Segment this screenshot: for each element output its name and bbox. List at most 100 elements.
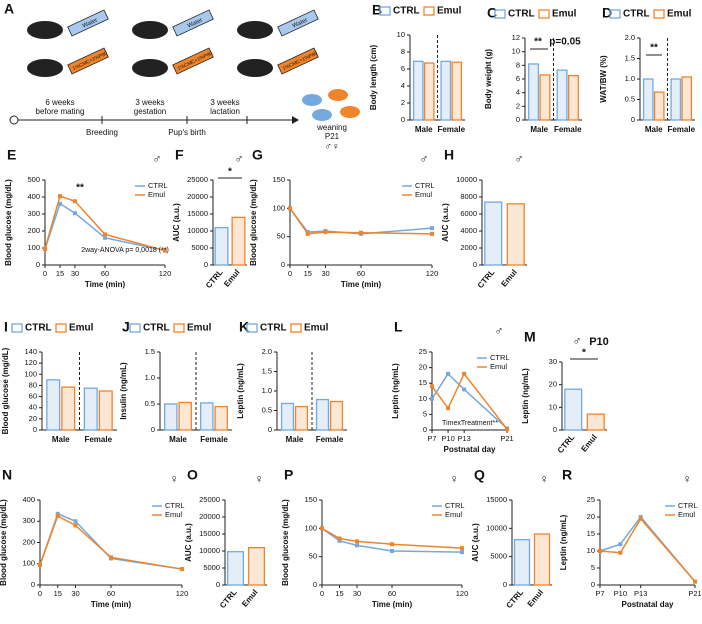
x-tick-label: 60: [357, 269, 365, 278]
y-tick-label: 0: [423, 425, 427, 434]
y-tick-label: 5000: [203, 563, 220, 572]
bar: [528, 63, 540, 121]
y-tick-label: 20000: [199, 512, 220, 521]
bar: [506, 203, 525, 266]
panel-letter: J: [122, 319, 130, 335]
y-tick-label: 400: [27, 192, 40, 201]
x-tick-label: 60: [101, 269, 109, 278]
panel-letter: L: [394, 319, 403, 335]
bar: [451, 61, 463, 121]
bar: [513, 539, 531, 586]
point: [58, 194, 62, 199]
sex-symbol: ♂: [495, 324, 504, 338]
stage: 3 weeks: [135, 98, 164, 107]
point: [73, 523, 78, 528]
y-tick-label: 0.5: [262, 405, 272, 414]
bar: [412, 60, 424, 121]
line: [599, 517, 696, 583]
x-tick-label: P21: [688, 589, 701, 598]
y-axis-label: Blood glucose (mg/dL): [281, 499, 290, 586]
y-tick-label: 10: [587, 546, 595, 555]
panel-letter: N: [2, 467, 12, 483]
y-tick-label: 5: [591, 563, 595, 572]
x-tick-label: 30: [71, 269, 79, 278]
chart-title: P10: [589, 336, 609, 348]
x-tick-label: CTRL: [204, 268, 225, 290]
bar: [178, 401, 192, 431]
legend-swatch: [129, 323, 141, 333]
y-tick-label: 15000: [199, 529, 220, 538]
line: [39, 512, 183, 570]
bar: [556, 69, 568, 121]
y-tick-label: 25: [419, 347, 427, 356]
y-tick-label: 6000: [460, 209, 477, 218]
stage: lactation: [210, 107, 240, 116]
timeline-arrow: [292, 116, 299, 124]
y-tick-label: 1.0: [262, 386, 272, 395]
y-tick-label: 10: [397, 30, 405, 39]
y-tick-label: 10: [419, 394, 427, 403]
y-tick-label: 100: [304, 523, 317, 532]
x-tick-label: CTRL: [505, 588, 526, 610]
x-tick-label: 120: [159, 269, 172, 278]
panel-letter: F: [175, 147, 184, 163]
y-axis-label: Blood glucose (mg/dL): [4, 179, 13, 266]
panel-letter: I: [4, 319, 8, 335]
x-tick-label: 0: [288, 269, 292, 278]
weaning: P21: [325, 132, 340, 141]
x-tick-label: 120: [456, 589, 469, 598]
x-tick-label: Female: [667, 125, 695, 134]
y-tick-label: 2: [516, 101, 520, 110]
panel-letter: C: [487, 5, 497, 21]
bar: [214, 226, 229, 266]
y-tick-label: 0: [473, 260, 477, 269]
y-tick-label: 4: [401, 81, 405, 90]
legend-swatch: [290, 323, 302, 333]
panel-letter: R: [562, 467, 572, 483]
bar: [164, 403, 178, 431]
point: [73, 519, 78, 524]
panel-letter: K: [239, 319, 249, 335]
x-tick-label: P7: [427, 434, 436, 443]
point: [460, 546, 464, 551]
point: [462, 371, 467, 376]
y-axis-label: Leptin (ng/mL): [236, 363, 245, 419]
point: [288, 206, 292, 211]
y-tick-label: 100: [27, 243, 40, 252]
schematic: A Water Water Water 1%CMC+1%P80 1%CMC+1%…: [4, 1, 360, 153]
point: [163, 248, 167, 253]
legend-label: CTRL: [445, 501, 465, 510]
y-axis-label: Blood glucose (mg/dL): [1, 347, 10, 434]
legend-label: Emul: [415, 190, 432, 199]
y-tick-label: 0: [36, 260, 40, 269]
y-axis-label: Leptin (ng/mL): [559, 514, 568, 570]
x-tick-label: 30: [71, 589, 79, 598]
point: [430, 231, 434, 236]
y-axis-label: Leptin (ng/mL): [391, 363, 400, 419]
x-tick-label: CTRL: [556, 433, 577, 455]
legend-swatch: [246, 323, 258, 333]
point: [103, 232, 107, 237]
y-axis-label: Body weight (g): [484, 49, 493, 109]
bar: [231, 216, 246, 266]
panel-letter: E: [7, 147, 16, 163]
point: [58, 201, 62, 206]
legend-label: CTRL: [490, 353, 510, 362]
x-tick-label: 30: [353, 589, 361, 598]
y-tick-label: 20: [587, 512, 595, 521]
legend-label: CTRL: [623, 9, 650, 20]
y-axis-label: AUC (a.u.): [441, 203, 450, 242]
line: [39, 514, 183, 570]
point: [109, 555, 113, 560]
y-tick-label: 0: [268, 425, 272, 434]
x-tick-label: Male: [52, 435, 70, 444]
y-tick-label: 6: [401, 64, 405, 73]
y-tick-label: 0: [503, 580, 507, 589]
annotation: *: [582, 348, 586, 359]
y-tick-label: 0: [31, 580, 35, 589]
y-tick-label: 2.0: [625, 33, 635, 42]
x-tick-label: P10: [441, 434, 454, 443]
y-tick-label: 10000: [456, 175, 477, 184]
x-tick-label: 15: [304, 269, 312, 278]
y-tick-label: 140: [24, 347, 37, 356]
